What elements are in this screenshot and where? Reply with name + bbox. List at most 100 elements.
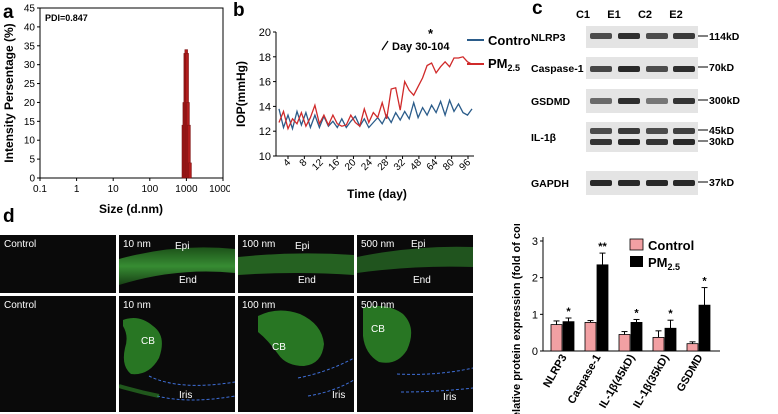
y-tick-label: 30 [24, 60, 36, 71]
panel-label-c: c [532, 0, 543, 19]
y-tick-label: 10 [259, 151, 271, 163]
expression-bar [618, 334, 631, 352]
tissue-band [357, 246, 473, 273]
x-tick-label: 20 [343, 157, 359, 173]
expression-bar [698, 304, 711, 352]
y-tick-label: 1 [532, 309, 538, 321]
cb-label: CB [371, 324, 385, 335]
protein-band [590, 180, 612, 186]
series-line [278, 98, 473, 131]
micrograph-row1-500nm: 500 nm Epi End [357, 235, 473, 293]
tissue-band [119, 247, 235, 285]
tile-label: 10 nm [123, 239, 151, 250]
x-tick-label: 1 [74, 184, 80, 195]
pdi-annotation: PDI=0.847 [45, 13, 88, 23]
protein-label: Caspase-1 [531, 63, 584, 75]
y-tick-label: 25 [24, 79, 36, 90]
epi-label: Epi [411, 239, 426, 250]
x-tick-label: 16 [327, 157, 343, 173]
y-tick-label: 20 [24, 98, 36, 109]
protein-band [646, 98, 668, 104]
tile-label: 100 nm [242, 239, 276, 250]
category-label: IL-1β(35kD) [631, 352, 672, 410]
category-label: NLRP3 [541, 353, 569, 390]
end-label: End [413, 275, 431, 286]
legend-control-label: Control [648, 238, 694, 253]
y-axis-label: Intensity Persentage (%) [2, 23, 16, 162]
panel-label-b: b [233, 0, 245, 21]
protein-band [673, 98, 695, 104]
expression-bar [630, 322, 643, 352]
y-tick-label: 15 [24, 117, 36, 128]
iris-label: Iris [443, 392, 457, 403]
blot-strip [586, 26, 698, 48]
protein-band [618, 33, 640, 39]
legend-control-label: Control [488, 33, 530, 48]
plot-frame [39, 7, 224, 179]
size-bar [188, 162, 192, 179]
y-tick-label: 18 [259, 52, 271, 64]
panel-label-d: d [3, 206, 15, 227]
protein-band [646, 33, 668, 39]
expression-bar [664, 327, 677, 352]
y-tick-label: 0 [532, 346, 538, 358]
y-tick-label: 0 [29, 174, 35, 185]
size-marker-label: 30kD [709, 136, 735, 148]
y-tick-label: 35 [24, 41, 36, 52]
protein-band [590, 128, 612, 134]
protein-band [590, 98, 612, 104]
micrograph-row1-10nm: 10 nm Epi End [119, 235, 235, 293]
x-tick-label: 1000 [175, 184, 198, 195]
expression-bar [550, 324, 563, 352]
protein-band [673, 66, 695, 72]
y-tick-label: 10 [24, 136, 36, 147]
tile-label: Control [4, 239, 37, 250]
y-tick-label: 16 [259, 77, 271, 89]
blot-strip [586, 57, 698, 79]
iris-label: Iris [179, 390, 193, 401]
tile-label: 10 nm [123, 300, 151, 311]
lane-label: C1 [576, 9, 590, 21]
protein-band [590, 139, 612, 145]
legend-pm25-label: PM2.5 [488, 56, 520, 73]
significance-mark: * [634, 307, 639, 319]
x-tick-label: 8 [298, 157, 310, 169]
expression-bar [584, 322, 597, 352]
protein-band [618, 98, 640, 104]
protein-band [590, 66, 612, 72]
series-line [278, 56, 473, 131]
annotation-slash [381, 40, 389, 51]
protein-label: NLRP3 [531, 32, 566, 44]
protein-band [646, 66, 668, 72]
lane-label: E2 [669, 9, 682, 21]
y-tick-label: 2 [532, 273, 538, 285]
significance-mark: ** [598, 241, 607, 253]
category-label: GSDMD [675, 352, 706, 394]
blot-strip [586, 122, 698, 152]
y-tick-label: 5 [29, 155, 35, 166]
x-tick-label: 24 [359, 157, 375, 173]
micrograph-row2-500nm: 500 nm CB Iris [357, 296, 473, 412]
protein-band [646, 180, 668, 186]
protein-band [673, 180, 695, 186]
x-axis-label: Size (d.nm) [99, 202, 163, 216]
protein-band [590, 33, 612, 39]
cb-label: CB [272, 342, 286, 353]
epi-label: Epi [295, 241, 310, 252]
x-tick-label: 96 [457, 157, 473, 173]
x-tick-label: 12 [310, 157, 326, 173]
x-tick-label: 10000 [209, 184, 230, 195]
day-range-annotation: Day 30-104 [392, 41, 450, 53]
significance-mark: * [668, 308, 673, 320]
y-tick-label: 45 [24, 4, 36, 15]
epi-label: Epi [175, 241, 190, 252]
y-axis-label: IOP(mmHg) [234, 61, 248, 127]
significance-mark: * [566, 306, 571, 318]
lane-label: E1 [607, 9, 620, 21]
protein-band [673, 139, 695, 145]
size-marker-label: 45kD [709, 125, 735, 137]
cb-label: CB [141, 336, 155, 347]
x-tick-label: 48 [408, 157, 424, 173]
